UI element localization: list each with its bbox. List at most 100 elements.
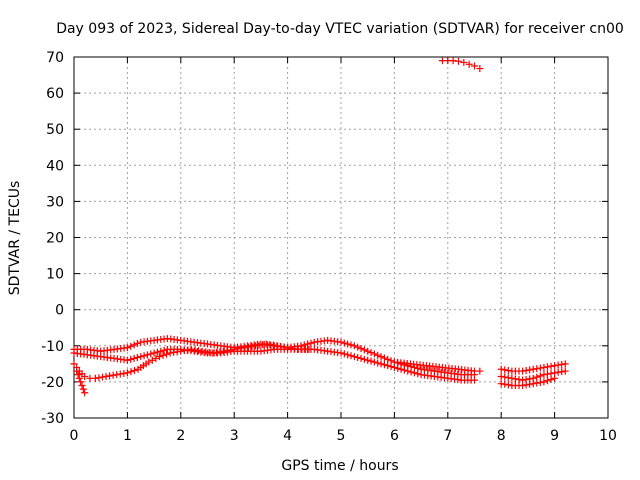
data-point bbox=[187, 345, 195, 353]
y-tick-label: 40 bbox=[46, 158, 64, 174]
data-points bbox=[70, 57, 569, 397]
data-point bbox=[526, 380, 534, 388]
data-point bbox=[252, 342, 260, 350]
data-point bbox=[95, 374, 103, 382]
data-point bbox=[153, 348, 161, 356]
data-point bbox=[160, 346, 168, 354]
data-point bbox=[543, 370, 551, 378]
data-point bbox=[102, 372, 110, 380]
data-point bbox=[212, 348, 220, 356]
data-point bbox=[536, 372, 544, 380]
data-point bbox=[230, 345, 238, 353]
data-point bbox=[460, 58, 468, 66]
data-point bbox=[150, 349, 158, 357]
data-point bbox=[305, 345, 313, 353]
data-point bbox=[533, 373, 541, 381]
data-point bbox=[166, 349, 174, 357]
data-point bbox=[337, 349, 345, 357]
data-point bbox=[70, 360, 78, 368]
data-point bbox=[91, 374, 99, 382]
data-point bbox=[191, 346, 199, 354]
grid-lines bbox=[74, 57, 608, 418]
data-point bbox=[540, 378, 548, 386]
data-point bbox=[540, 363, 548, 371]
y-tick-label: 50 bbox=[46, 122, 64, 138]
series-track-i bbox=[497, 374, 559, 390]
data-point bbox=[449, 57, 457, 65]
data-point bbox=[130, 354, 138, 362]
data-point bbox=[120, 369, 128, 377]
data-point bbox=[374, 351, 382, 359]
y-tick-label: 20 bbox=[46, 231, 64, 247]
data-point bbox=[276, 342, 284, 350]
data-point bbox=[364, 347, 372, 355]
data-point bbox=[180, 347, 188, 355]
data-point bbox=[536, 364, 544, 372]
data-point bbox=[554, 361, 562, 369]
data-point bbox=[374, 359, 382, 367]
data-point bbox=[159, 351, 167, 359]
data-point bbox=[536, 379, 544, 387]
data-point bbox=[471, 62, 478, 70]
data-point bbox=[269, 341, 277, 349]
data-point bbox=[384, 362, 392, 370]
data-point bbox=[234, 345, 242, 353]
data-point bbox=[116, 370, 124, 378]
data-point bbox=[384, 355, 392, 363]
data-point bbox=[529, 365, 537, 373]
data-point bbox=[551, 362, 559, 370]
data-point bbox=[109, 371, 117, 379]
data-point bbox=[561, 367, 569, 375]
x-tick-label: 10 bbox=[599, 428, 617, 444]
y-tick-label: -20 bbox=[41, 375, 64, 391]
data-point bbox=[454, 57, 462, 65]
data-point bbox=[75, 374, 83, 382]
data-point bbox=[255, 341, 263, 349]
data-point bbox=[519, 367, 527, 375]
data-point bbox=[360, 355, 368, 363]
data-point bbox=[515, 375, 523, 383]
data-point bbox=[357, 354, 365, 362]
data-point bbox=[347, 352, 355, 360]
data-point bbox=[248, 342, 256, 350]
data-point bbox=[198, 347, 206, 355]
data-point bbox=[501, 380, 509, 388]
data-point bbox=[163, 350, 171, 358]
data-point bbox=[291, 345, 299, 353]
data-point bbox=[533, 365, 541, 373]
data-point bbox=[157, 347, 165, 355]
data-point bbox=[74, 371, 82, 379]
data-point bbox=[340, 339, 348, 347]
data-point bbox=[266, 341, 274, 349]
data-point bbox=[410, 369, 418, 377]
data-point bbox=[407, 368, 415, 376]
data-point bbox=[476, 65, 484, 73]
data-point bbox=[123, 369, 131, 377]
y-tick-label: -10 bbox=[41, 339, 64, 355]
data-point bbox=[337, 338, 345, 346]
data-point bbox=[350, 342, 358, 350]
data-point bbox=[504, 381, 512, 389]
data-point bbox=[354, 354, 362, 362]
data-point bbox=[262, 340, 270, 348]
y-tick-label: 70 bbox=[46, 50, 64, 66]
data-point bbox=[471, 376, 478, 384]
data-point bbox=[543, 363, 551, 371]
data-point bbox=[123, 344, 131, 352]
data-point bbox=[220, 347, 228, 355]
data-point bbox=[558, 368, 566, 376]
data-point bbox=[106, 372, 114, 380]
data-point bbox=[216, 348, 224, 356]
data-point bbox=[554, 368, 562, 376]
x-tick-label: 6 bbox=[390, 428, 399, 444]
data-point bbox=[155, 353, 163, 361]
series-track-h bbox=[497, 360, 569, 375]
y-tick-label: 10 bbox=[46, 267, 64, 283]
data-point bbox=[177, 347, 185, 355]
data-point bbox=[133, 340, 141, 348]
chart-title: Day 093 of 2023, Sidereal Day-to-day VTE… bbox=[56, 21, 624, 37]
data-point bbox=[543, 377, 551, 385]
data-point bbox=[397, 365, 405, 373]
data-point bbox=[364, 356, 372, 364]
